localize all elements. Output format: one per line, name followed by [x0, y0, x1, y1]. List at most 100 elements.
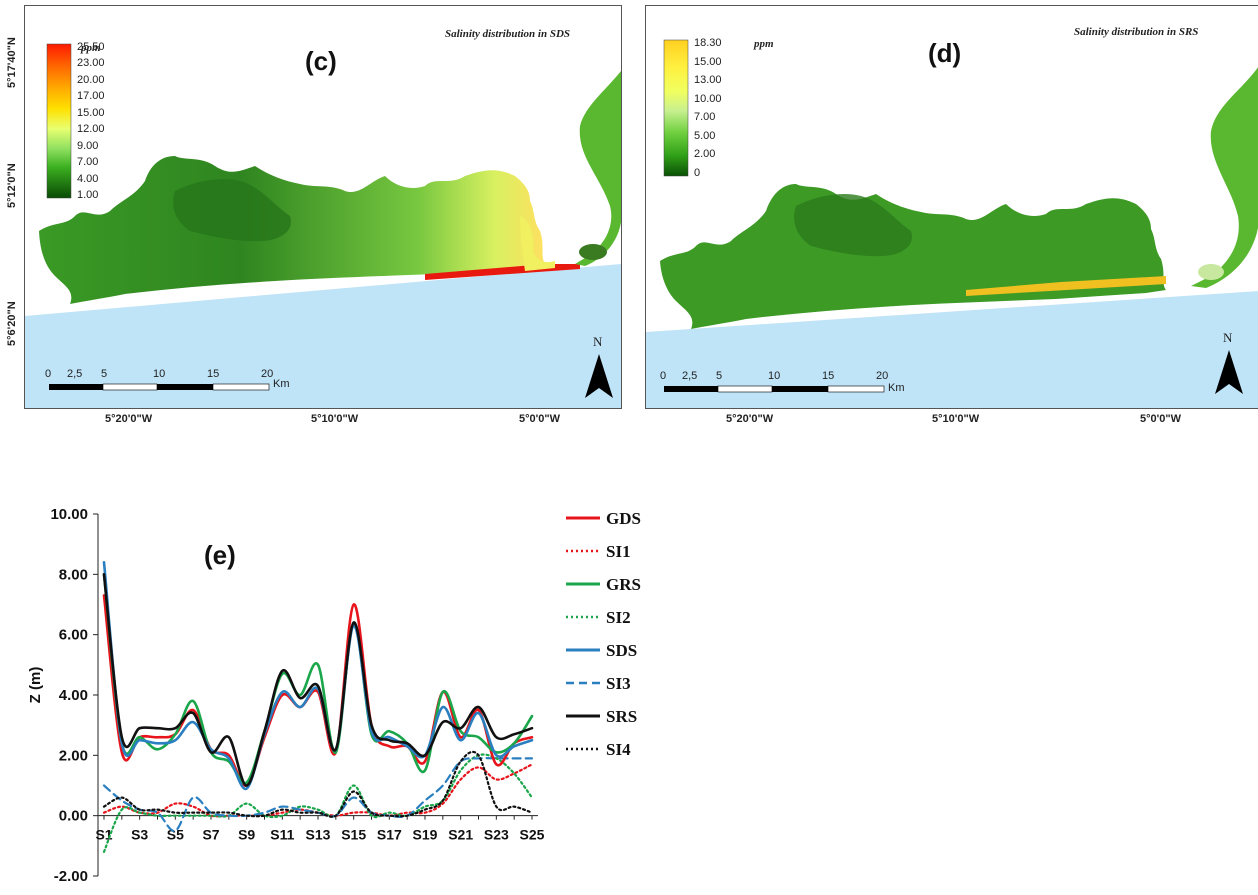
north-arrow-c: [585, 354, 613, 398]
map-d-legend-label: 7.00: [694, 111, 716, 124]
chart-letter: (e): [204, 540, 236, 570]
map-d-legend-label: 18.30: [694, 37, 722, 49]
sea-area-d: [646, 291, 1258, 408]
map-d-legend-label: 0: [694, 167, 701, 179]
inner-bay-d: [794, 194, 912, 257]
map-d-scale-label: 15: [822, 370, 835, 382]
map-c-scale-label: 15: [207, 368, 220, 380]
map-d-legend-label: 15.00: [694, 55, 722, 68]
scale-bar-c: [49, 383, 270, 391]
map-d-scale-label: 2,5: [682, 370, 698, 382]
y-tick-label: 0.00: [59, 808, 88, 825]
y-axis-label: Z (m): [27, 667, 44, 704]
map-d-legend-label: 5.00: [694, 129, 716, 142]
lon-label-d-2: 5°10'0"W: [932, 413, 980, 425]
lon-label-d-1: 5°20'0"W: [726, 413, 774, 425]
legend-colorbar-c: [46, 43, 72, 199]
map-c-canvas: [25, 43, 621, 408]
map-panel-d: (d) Salinity distribution in SRS ppm 18.…: [645, 5, 1258, 409]
x-tick-label: S11: [270, 827, 294, 843]
series-line-srs: [102, 573, 534, 787]
map-c-legend-label: 1.00: [77, 189, 99, 201]
panel-title-c: Salinity distribution in SDS: [445, 28, 571, 40]
lat-label-1: 5°17'40"N: [6, 37, 18, 88]
lon-label-c-2: 5°10'0"W: [311, 413, 359, 425]
map-d-scale-label: 0: [660, 370, 667, 382]
legend-label-si3: SI3: [606, 674, 631, 693]
north-arrow-d: [1215, 350, 1243, 394]
map-c-legend-label: 17.00: [77, 90, 105, 103]
x-tick-label: S15: [341, 827, 366, 843]
map-c-legend-label: 25.50: [77, 41, 105, 53]
map-c-scale-label: 2,5: [67, 368, 83, 380]
scale-unit-c: Km: [273, 378, 290, 390]
series-line-grs: [102, 573, 534, 785]
legend-label-srs: SRS: [606, 707, 637, 726]
legend-unit-c: ppm: [81, 42, 101, 54]
map-c-legend-label: 9.00: [77, 139, 99, 152]
series-line-si2: [102, 753, 534, 853]
y-tick-label: 2.00: [59, 747, 88, 764]
legend-label-grs: GRS: [606, 575, 641, 594]
map-d-legend-label: 10.00: [694, 92, 722, 105]
scale-bar-d: [664, 385, 885, 393]
y-tick-label: 8.00: [59, 566, 88, 583]
north-label-d: N: [1223, 330, 1233, 345]
inner-bay: [173, 179, 291, 242]
map-c-legend-label: 4.00: [77, 172, 99, 185]
sea-area: [25, 264, 621, 408]
x-tick-label: S3: [131, 827, 148, 843]
x-tick-label: S19: [413, 827, 438, 843]
legend-unit-d: ppm: [754, 38, 774, 50]
island-east: [579, 244, 607, 260]
chart-e: -2.00 0.00 2.00 4.00 6.00 8.00 10.00 S1 S3 S5 S7 S9…: [0, 490, 700, 890]
map-c-legend-label: 20.00: [77, 73, 105, 86]
x-tick-label: S17: [377, 827, 402, 843]
x-tick-label: S21: [448, 827, 473, 843]
panel-title-d: Salinity distribution in SRS: [1074, 26, 1199, 38]
map-d-scale-label: 5: [716, 370, 723, 382]
lat-label-2: 5°12'0"N: [6, 163, 18, 208]
scale-unit-d: Km: [888, 382, 905, 394]
legend-label-sds: SDS: [606, 641, 637, 660]
legend-label-si1: SI1: [606, 542, 631, 561]
river-mouth: [520, 216, 555, 271]
x-tick-label: S23: [484, 827, 509, 843]
y-tick-label: 6.00: [59, 627, 88, 644]
y-tick-label: 4.00: [59, 687, 88, 704]
y-tick-label: 10.00: [50, 506, 88, 523]
map-c-scale-label: 5: [101, 368, 108, 380]
map-d-scale-label: 10: [768, 370, 781, 382]
legend-label-gds: GDS: [606, 509, 641, 528]
x-tick-label: S1: [95, 827, 112, 843]
panel-letter-d: (d): [928, 38, 962, 68]
lon-label-c-1: 5°20'0"W: [105, 413, 153, 425]
legend-colorbar-d: [663, 39, 689, 177]
map-c-legend-label: 12.00: [77, 123, 105, 136]
map-d-canvas: [646, 39, 1258, 408]
map-d-legend-label: 13.00: [694, 74, 722, 87]
canal-d: [966, 276, 1166, 296]
map-c-legend-label: 15.00: [77, 106, 105, 119]
map-panel-c: (c) Salinity distribution in SDS ppm 25.…: [24, 5, 622, 409]
map-c-legend-label: 7.00: [77, 156, 99, 169]
north-label-c: N: [593, 334, 603, 349]
eastern-river: [575, 71, 621, 266]
lon-label-c-3: 5°0'0"W: [519, 413, 560, 425]
lon-label-d-3: 5°0'0"W: [1140, 413, 1181, 425]
x-tick-label: S25: [520, 827, 545, 843]
lagoon-shape: [39, 156, 545, 304]
x-tick-label: S13: [306, 827, 331, 843]
x-tick-label: S9: [238, 827, 255, 843]
legend-label-si2: SI2: [606, 608, 631, 627]
series-line-sds: [102, 560, 534, 790]
island-east-d: [1198, 264, 1224, 280]
y-tick-label: -2.00: [54, 868, 88, 885]
series-line-si3: [102, 757, 534, 832]
series-line-si4: [102, 750, 534, 818]
map-c-legend-label: 23.00: [77, 57, 105, 70]
panel-letter-c: (c): [305, 46, 337, 76]
lagoon-shape-d: [660, 184, 1166, 329]
legend-label-si4: SI4: [606, 740, 631, 759]
